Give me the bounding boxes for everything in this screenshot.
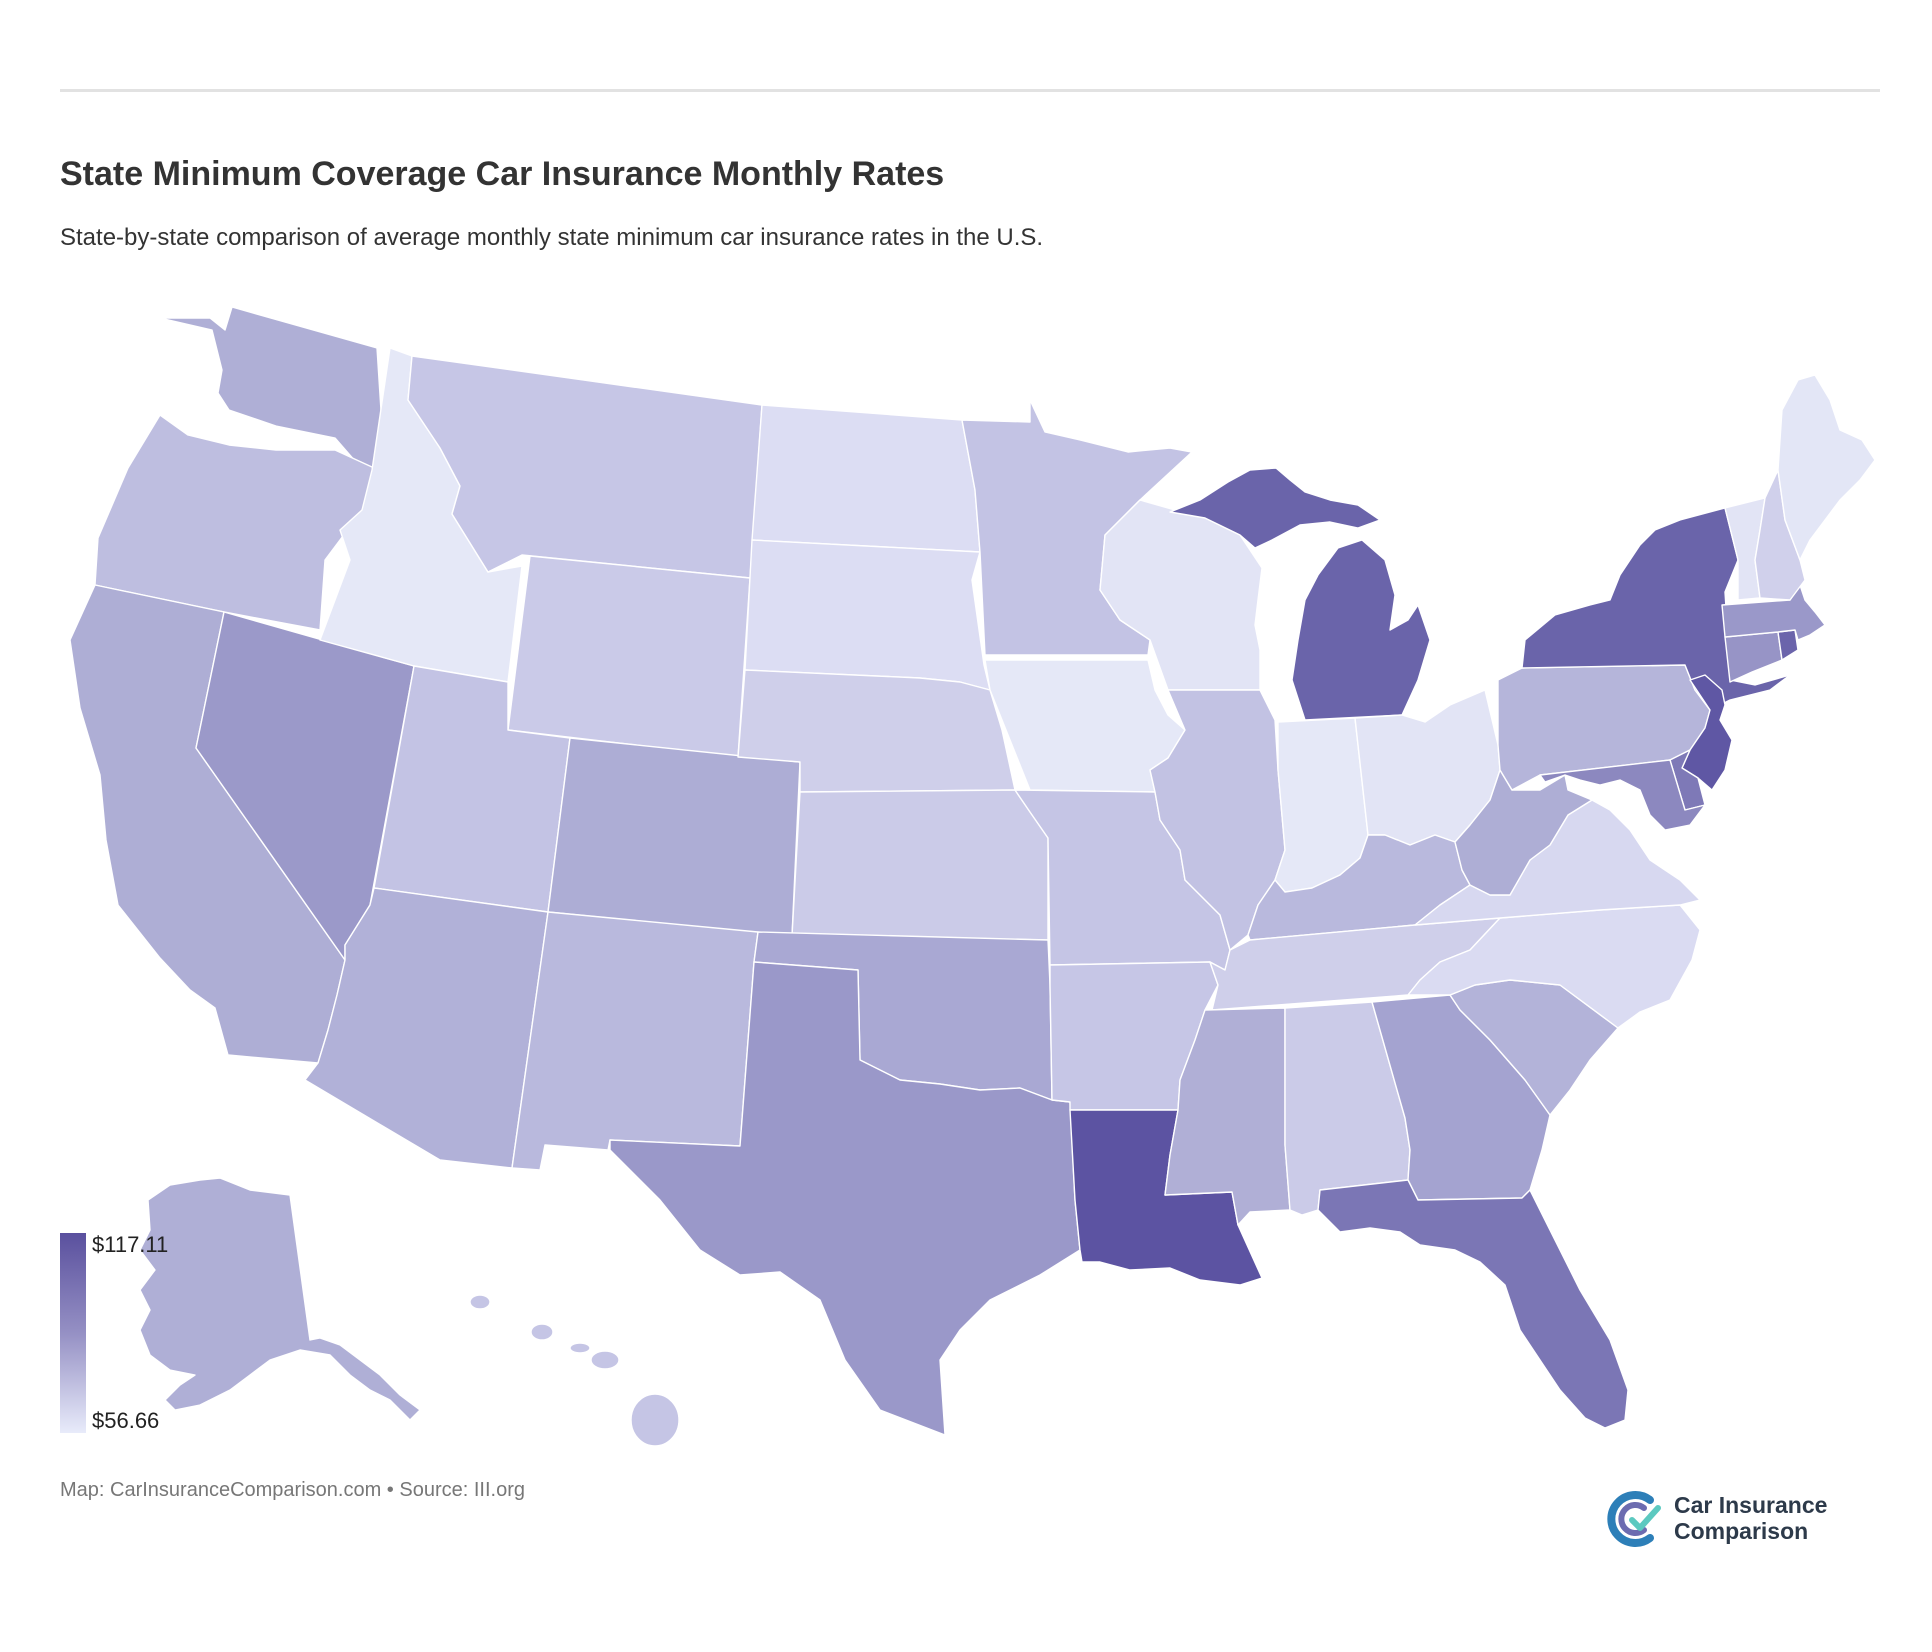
page-subtitle: State-by-state comparison of average mon… bbox=[60, 224, 1044, 251]
state-texas[interactable] bbox=[609, 961, 1081, 1436]
state-alaska[interactable] bbox=[139, 1177, 421, 1421]
state-maine[interactable] bbox=[1777, 374, 1876, 561]
top-divider bbox=[60, 89, 1880, 92]
state-washington[interactable] bbox=[159, 306, 386, 474]
source-credit: Map: CarInsuranceComparison.com • Source… bbox=[60, 1479, 525, 1501]
logo-wordmark: Car Insurance Comparison bbox=[1674, 1492, 1827, 1544]
state-nebraska[interactable] bbox=[737, 669, 1016, 793]
state-connecticut[interactable] bbox=[1724, 631, 1783, 683]
color-scale-legend bbox=[60, 1233, 86, 1433]
state-oregon[interactable] bbox=[94, 414, 386, 631]
state-rhode-island[interactable] bbox=[1777, 629, 1799, 661]
state-new-jersey[interactable] bbox=[1681, 674, 1733, 791]
logo-line-2: Comparison bbox=[1674, 1518, 1809, 1544]
state-new-mexico[interactable] bbox=[511, 911, 759, 1171]
page-title: State Minimum Coverage Car Insurance Mon… bbox=[60, 155, 945, 193]
state-north-carolina[interactable] bbox=[1407, 904, 1701, 1029]
state-kansas[interactable] bbox=[791, 789, 1049, 941]
state-colorado[interactable] bbox=[547, 737, 801, 937]
state-wyoming[interactable] bbox=[507, 555, 751, 758]
state-michigan-lower[interactable] bbox=[1291, 539, 1431, 721]
state-shapes bbox=[69, 306, 1876, 1447]
state-hawaii[interactable] bbox=[469, 1294, 680, 1447]
state-florida[interactable] bbox=[1317, 1179, 1629, 1429]
state-south-dakota[interactable] bbox=[744, 539, 991, 691]
state-north-dakota[interactable] bbox=[751, 404, 981, 553]
brand-logo[interactable]: Car Insurance Comparison bbox=[1602, 1488, 1842, 1550]
logo-line-1: Car Insurance bbox=[1674, 1492, 1828, 1518]
legend-max-label: $117.11 bbox=[92, 1232, 169, 1257]
state-michigan-upper[interactable] bbox=[1169, 467, 1381, 549]
logo-c-icon bbox=[1607, 1491, 1661, 1547]
state-maryland[interactable] bbox=[1539, 759, 1706, 831]
state-west-virginia[interactable] bbox=[1454, 769, 1593, 896]
legend-min-label: $56.66 bbox=[92, 1408, 160, 1433]
